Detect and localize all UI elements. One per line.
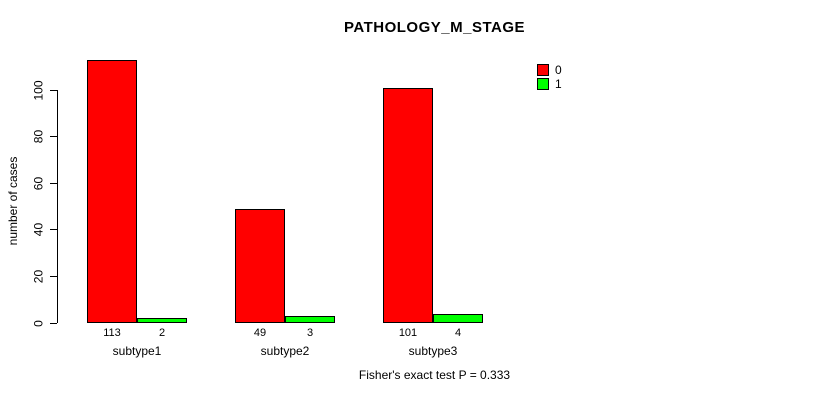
legend-item-0: 0 (537, 63, 562, 77)
stat-test-note: Fisher's exact test P = 0.333 (358, 368, 511, 382)
y-axis-tick-label: 100 (31, 80, 46, 101)
category-label: subtype3 (408, 344, 458, 358)
y-axis-label: number of cases (6, 156, 20, 246)
bar-value-label: 3 (306, 327, 314, 339)
y-axis-tick-label: 60 (31, 176, 46, 191)
y-axis-tick (50, 322, 57, 324)
legend-label: 1 (555, 77, 562, 91)
bar-value-label: 4 (454, 327, 462, 339)
bar-value-label: 113 (103, 327, 121, 339)
bar-value-label: 2 (158, 327, 166, 339)
y-axis-tick (50, 89, 57, 91)
legend-label: 0 (555, 63, 562, 77)
category-label: subtype2 (260, 344, 310, 358)
y-axis-line (57, 90, 58, 323)
category-label: subtype1 (112, 344, 162, 358)
bar-subtype1-series-1 (137, 318, 187, 323)
y-axis-tick (50, 275, 57, 277)
bar-subtype3-series-0 (383, 87, 433, 323)
y-axis-tick-label: 40 (31, 223, 46, 237)
legend-item-1: 1 (537, 77, 562, 91)
bar-subtype1-series-0 (87, 60, 137, 323)
y-axis-tick (50, 229, 57, 231)
y-axis-tick-label: 20 (31, 269, 46, 284)
legend-swatch (537, 64, 549, 76)
bar-value-label: 101 (398, 327, 418, 339)
y-axis-tick (50, 182, 57, 184)
y-axis-tick (50, 136, 57, 138)
y-axis-tick-label: 80 (31, 130, 46, 144)
bar-value-label: 49 (253, 327, 267, 339)
legend-swatch (537, 78, 549, 90)
chart-title: PATHOLOGY_M_STAGE (343, 19, 525, 36)
bar-subtype3-series-1 (433, 313, 483, 323)
bar-subtype2-series-1 (285, 316, 335, 323)
bar-subtype2-series-0 (235, 208, 285, 323)
y-axis-tick-label: 0 (31, 319, 46, 327)
